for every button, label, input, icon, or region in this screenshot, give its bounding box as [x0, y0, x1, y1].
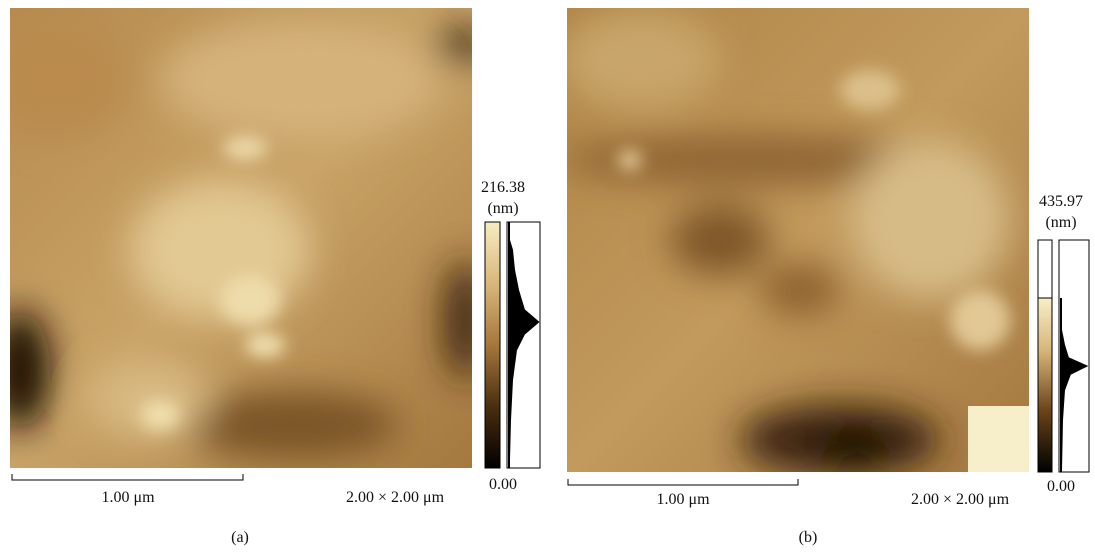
figure: 216.38 (nm) 0.00 1.00 μm 2.00 × 2.00 μm … — [0, 0, 1095, 552]
caption: (a) — [231, 529, 249, 546]
scan-size: 2.00 × 2.00 μm — [911, 491, 1010, 508]
colorbar-min: 0.00 — [489, 476, 517, 493]
colorbar — [485, 222, 500, 468]
colorbar-max: 435.97 — [1039, 193, 1083, 210]
scan-size: 2.00 × 2.00 μm — [346, 489, 445, 506]
colorbar-unit: (nm) — [487, 200, 518, 217]
caption: (b) — [799, 529, 818, 546]
colorbar-unit: (nm) — [1045, 214, 1076, 231]
scale-bar-label: 1.00 μm — [101, 489, 155, 506]
colorbar-fill — [1038, 298, 1052, 472]
scale-bar — [568, 479, 798, 485]
colorbar-min: 0.00 — [1047, 478, 1075, 495]
colorbar-max: 216.38 — [481, 179, 525, 196]
scale-bar-label: 1.00 μm — [656, 491, 710, 508]
afm-image — [0, 8, 485, 468]
scale-bar — [12, 474, 243, 480]
afm-image — [560, 8, 1029, 475]
